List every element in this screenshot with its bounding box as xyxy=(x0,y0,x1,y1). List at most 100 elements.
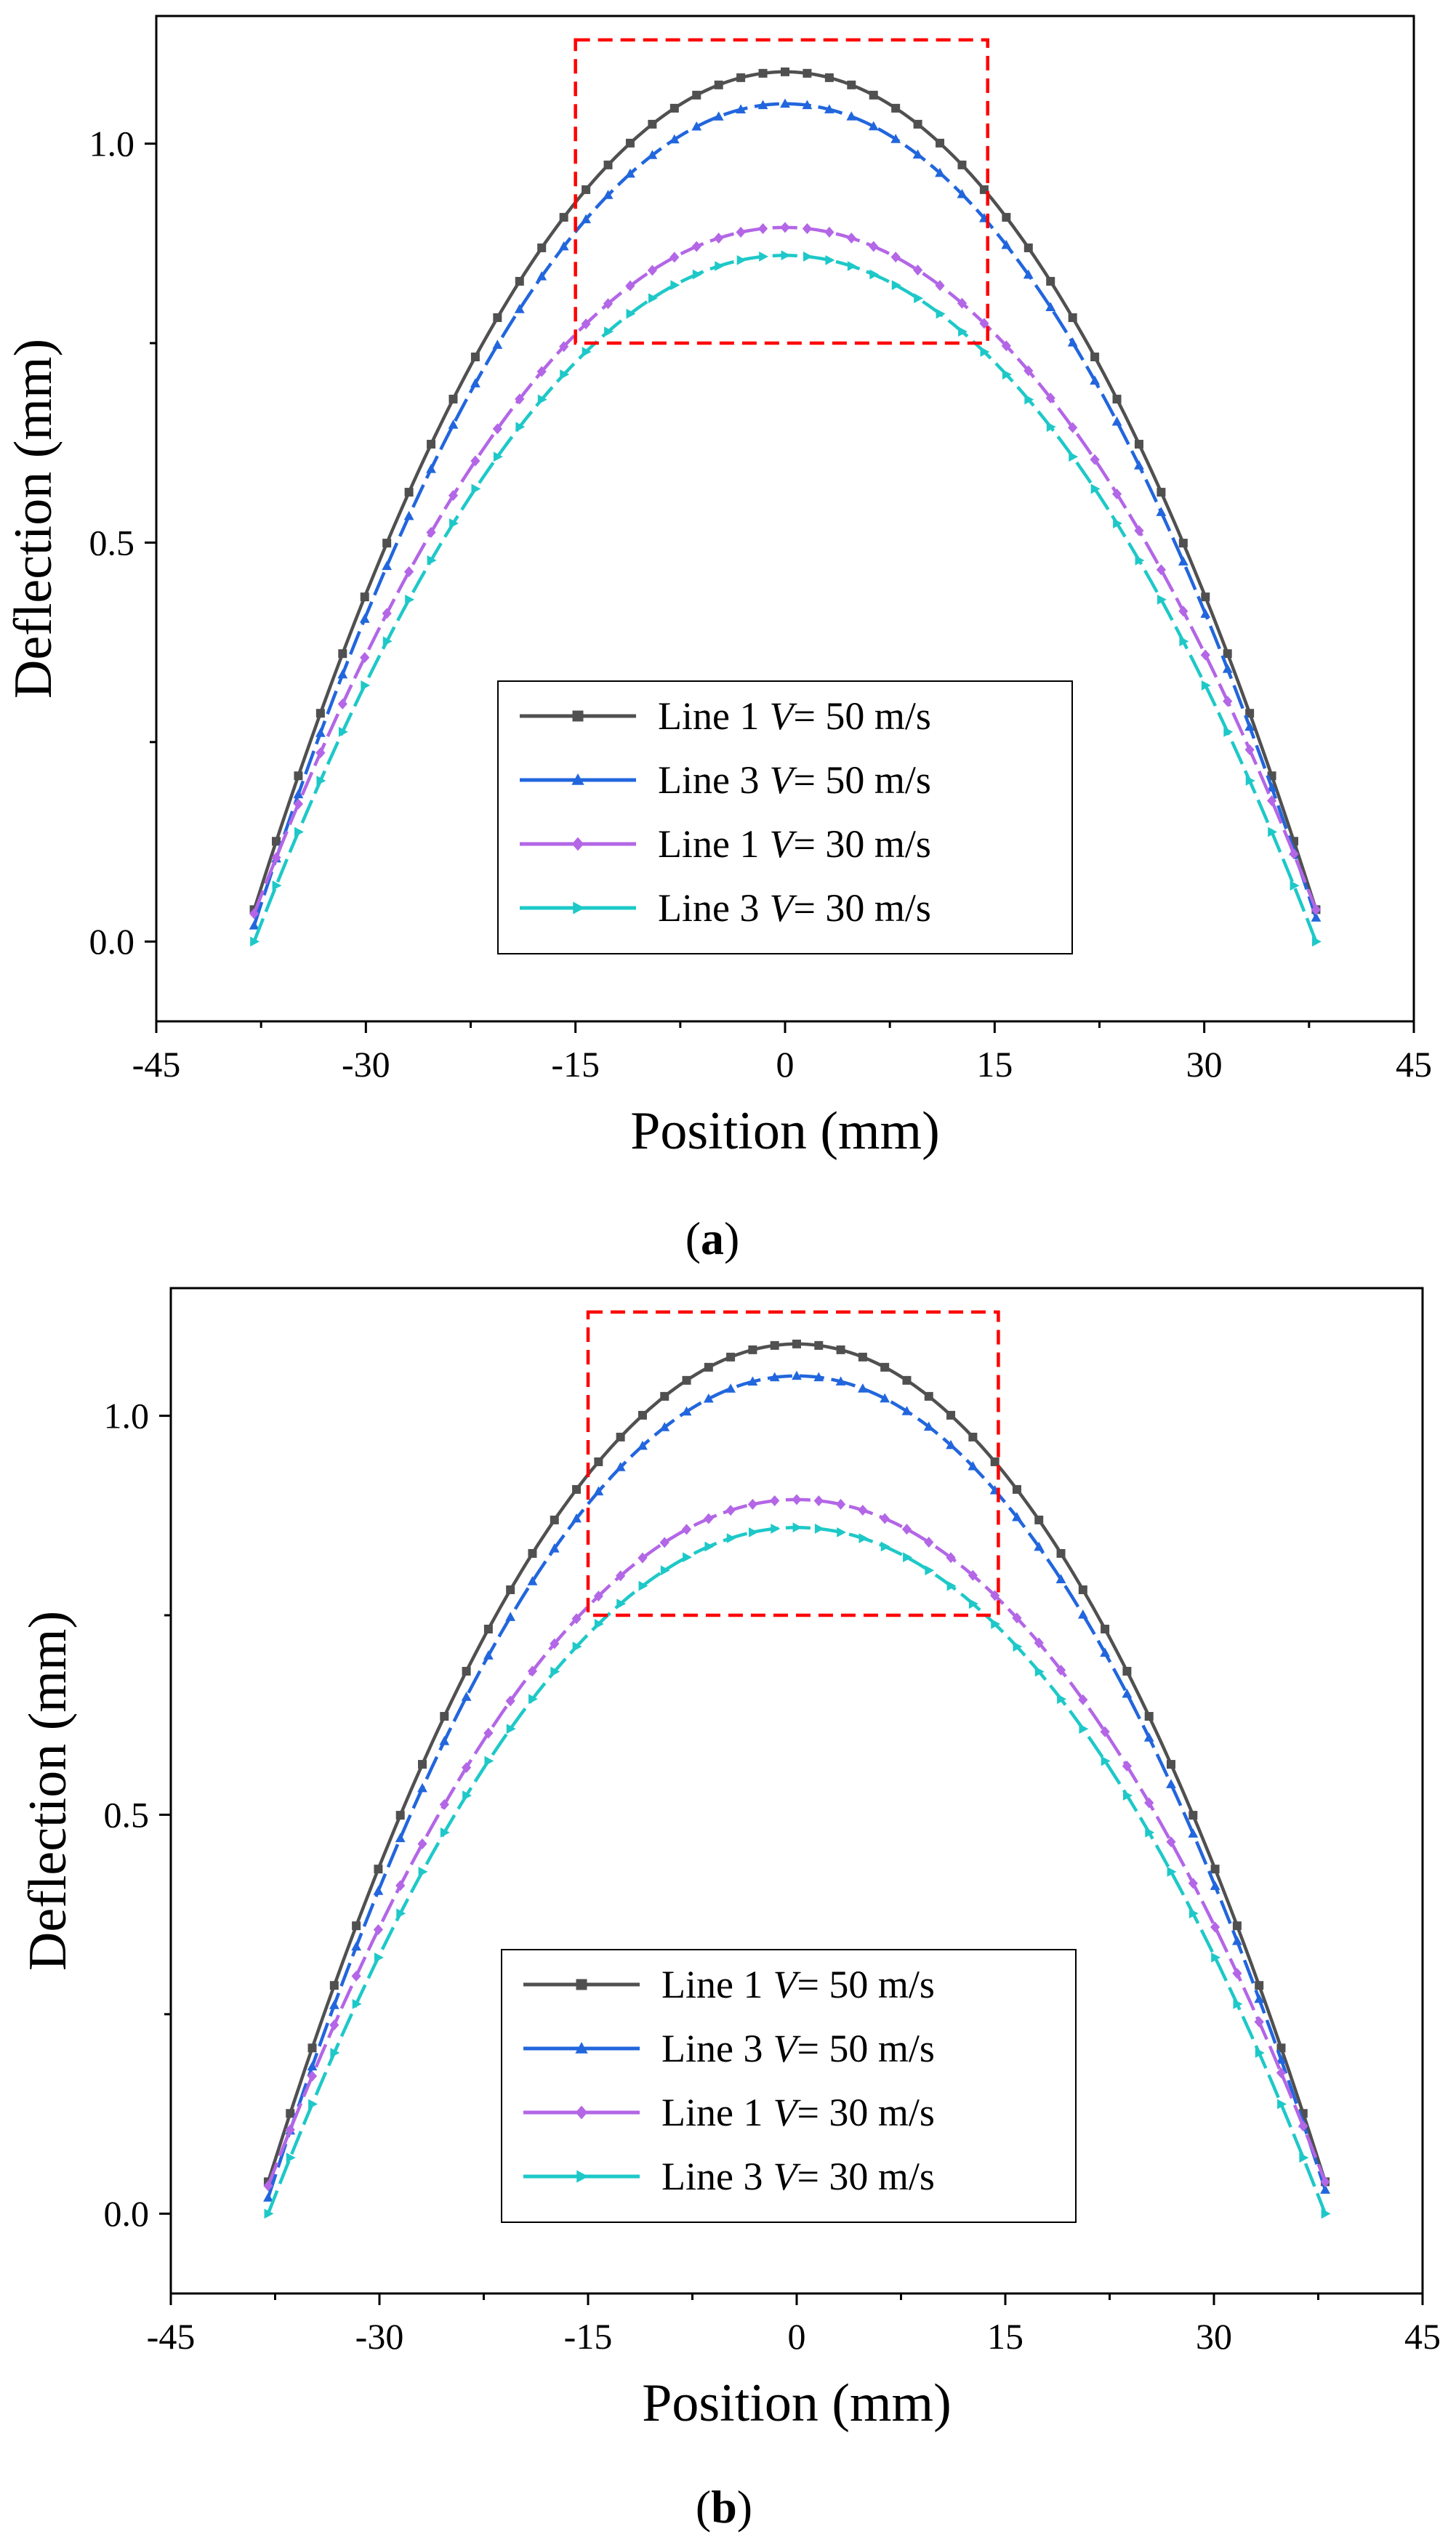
data-marker xyxy=(294,827,304,837)
data-marker xyxy=(1312,936,1322,947)
data-marker xyxy=(1232,1921,1242,1931)
data-marker xyxy=(704,1541,715,1552)
data-marker xyxy=(890,134,901,143)
data-marker xyxy=(781,250,791,261)
data-marker xyxy=(769,1372,780,1382)
data-marker xyxy=(1112,395,1122,404)
data-marker xyxy=(603,160,613,169)
data-marker xyxy=(691,241,701,252)
data-marker xyxy=(681,1406,692,1416)
data-marker xyxy=(1057,1694,1067,1705)
data-marker xyxy=(581,214,591,224)
data-marker xyxy=(307,2070,318,2082)
data-marker xyxy=(462,1790,472,1801)
data-marker xyxy=(771,1524,781,1534)
panel-label-open-paren: ( xyxy=(685,1213,701,1264)
data-marker xyxy=(263,2180,273,2192)
data-marker xyxy=(440,1827,450,1838)
data-marker xyxy=(736,104,747,113)
data-marker xyxy=(669,134,680,144)
data-marker xyxy=(813,1495,824,1506)
panel-label-letter: b xyxy=(711,2481,737,2533)
data-marker xyxy=(647,150,658,159)
data-marker xyxy=(1188,1908,1199,1919)
data-marker xyxy=(1201,680,1211,691)
data-marker xyxy=(1210,1921,1220,1933)
y-axis-title: Deflection (mm) xyxy=(18,1611,78,1971)
panel-label-open-paren: ( xyxy=(696,2481,711,2533)
data-marker xyxy=(835,1498,846,1510)
chart-panel-a: -45 -30 -15 0 15 30 45 0.0 0.5 1.0 Position (mm) De… xyxy=(4,15,1432,1161)
data-marker xyxy=(1200,608,1211,618)
data-marker xyxy=(1244,721,1255,731)
data-marker xyxy=(582,347,592,357)
data-marker xyxy=(1002,212,1011,222)
data-marker xyxy=(1001,239,1012,249)
data-marker xyxy=(373,1886,384,1895)
series-3 xyxy=(249,222,1322,920)
data-marker xyxy=(869,90,878,100)
data-marker xyxy=(1298,2120,1308,2132)
data-marker xyxy=(249,908,260,920)
data-marker xyxy=(449,395,458,404)
data-marker xyxy=(484,1756,494,1766)
data-marker xyxy=(616,1570,626,1582)
legend-series-name: Line 1 xyxy=(661,2091,763,2134)
data-marker xyxy=(470,378,480,387)
data-marker xyxy=(1012,1511,1022,1521)
data-marker xyxy=(294,771,303,781)
data-marker xyxy=(813,1372,824,1382)
data-marker xyxy=(1223,726,1234,737)
data-marker xyxy=(1134,440,1143,449)
data-marker xyxy=(528,1548,537,1558)
data-marker xyxy=(957,188,968,198)
legend-series-name: Line 3 xyxy=(661,2155,763,2198)
data-marker xyxy=(901,1524,912,1535)
data-marker xyxy=(714,80,723,89)
x-tick-label: 0 xyxy=(788,2316,806,2357)
data-marker xyxy=(847,261,857,271)
data-marker xyxy=(1023,243,1033,252)
data-marker xyxy=(736,254,747,265)
data-marker xyxy=(747,1376,758,1386)
data-marker xyxy=(272,880,282,891)
data-marker xyxy=(825,254,835,265)
data-marker xyxy=(575,2042,588,2054)
data-marker xyxy=(571,1613,582,1625)
data-marker xyxy=(285,2124,295,2136)
data-marker xyxy=(360,592,369,602)
data-marker xyxy=(1222,664,1233,673)
legend-velocity-value: = 30 m/s xyxy=(797,2155,934,2198)
data-marker xyxy=(1144,1797,1154,1809)
data-marker xyxy=(1135,555,1145,566)
data-marker xyxy=(1078,1585,1087,1594)
data-marker xyxy=(1090,454,1100,465)
data-marker xyxy=(890,252,901,263)
legend-series-name: Line 3 xyxy=(658,758,759,802)
data-marker xyxy=(527,1665,538,1677)
data-marker xyxy=(714,233,724,244)
data-marker xyxy=(338,726,348,737)
data-marker xyxy=(770,1340,779,1350)
data-marker xyxy=(404,566,414,577)
data-marker xyxy=(1156,564,1166,576)
data-marker xyxy=(352,1998,362,2009)
data-marker xyxy=(1166,1836,1176,1848)
data-marker xyxy=(1311,904,1322,915)
data-marker xyxy=(426,526,436,538)
data-marker xyxy=(515,422,526,433)
data-marker xyxy=(293,798,304,810)
data-marker xyxy=(770,1495,780,1507)
data-marker xyxy=(824,226,834,238)
data-marker xyxy=(990,1457,1000,1466)
data-marker xyxy=(536,366,547,377)
series-3 xyxy=(263,1494,1330,2192)
data-marker xyxy=(780,222,790,233)
data-marker xyxy=(935,280,945,292)
data-marker xyxy=(483,1650,494,1660)
legend-label: Line 1 V= 50 m/s xyxy=(661,1963,935,2006)
x-tick-label: -30 xyxy=(342,1044,390,1085)
data-marker xyxy=(505,1612,516,1621)
data-marker xyxy=(957,297,968,309)
data-marker xyxy=(351,1970,361,1982)
